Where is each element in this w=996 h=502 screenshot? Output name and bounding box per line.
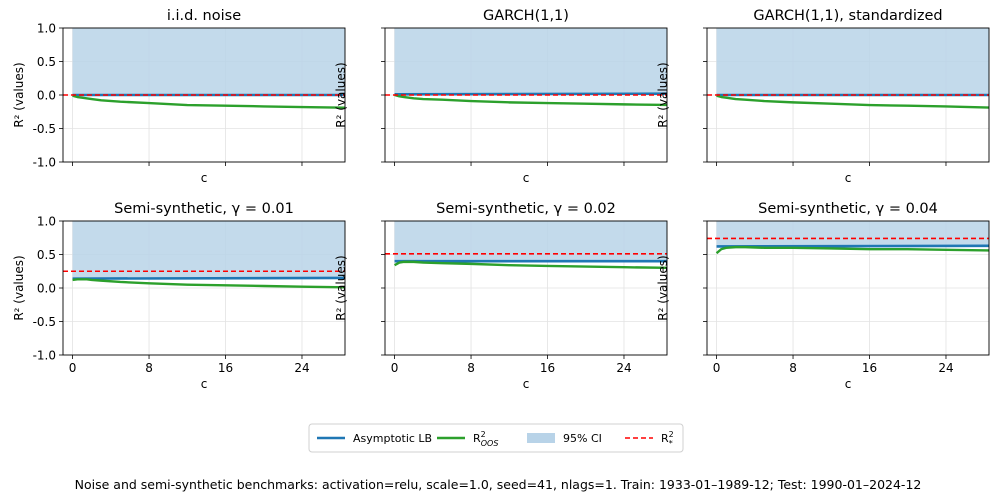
chart-panel-4: -1.0 -0.5 0.0 0.5 1.0 0 8 16 24 c R² (values) Semi-… bbox=[12, 201, 346, 391]
plot-area bbox=[707, 28, 989, 109]
legend: Asymptotic LB R2 OOS 95% CI R2 * bbox=[308, 423, 684, 453]
plot-area bbox=[385, 28, 667, 107]
chart-title: Semi-synthetic, γ = 0.02 bbox=[436, 201, 616, 217]
series-asymptotic-lb bbox=[394, 92, 667, 96]
y-tick-label: -0.5 bbox=[33, 122, 56, 136]
y-axis-label: R² (values) bbox=[12, 62, 26, 127]
x-axis-label: c bbox=[201, 171, 208, 185]
y-tick-label: 1.0 bbox=[37, 215, 56, 229]
plot-area bbox=[63, 221, 345, 289]
y-axis-label: R² (values) bbox=[656, 255, 670, 320]
x-tick-label: 16 bbox=[218, 361, 233, 375]
series-r2-oos bbox=[715, 245, 989, 255]
y-axis-label: R² (values) bbox=[334, 62, 348, 127]
plot-area bbox=[385, 221, 667, 270]
x-tick-label: 8 bbox=[145, 361, 153, 375]
ci-band bbox=[394, 221, 667, 262]
plot-area bbox=[707, 221, 989, 255]
legend-label: R2 OOS bbox=[473, 430, 498, 448]
chart-panel-3: c R² (values) GARCH(1,1), standardized bbox=[656, 8, 990, 185]
legend-item-ci: 95% CI bbox=[527, 432, 602, 445]
x-tick-label: 24 bbox=[938, 361, 953, 375]
ci-band bbox=[394, 28, 667, 95]
chart-panel-2: c R² (values) GARCH(1,1) bbox=[334, 8, 668, 185]
chart-panel-6: 0 8 16 24 c R² (values) Semi-synthetic, γ = 0.… bbox=[656, 201, 990, 391]
series-asymptotic-lb bbox=[716, 244, 989, 248]
x-tick-label: 0 bbox=[713, 361, 721, 375]
ci-band bbox=[72, 28, 345, 95]
y-tick-label: -0.5 bbox=[33, 315, 56, 329]
x-axis-label: c bbox=[523, 171, 530, 185]
series-r2-oos bbox=[716, 94, 989, 109]
x-tick-label: 8 bbox=[467, 361, 475, 375]
y-tick-label: 1.0 bbox=[37, 22, 56, 36]
series-r2-oos bbox=[72, 278, 345, 289]
legend-label: 95% CI bbox=[563, 432, 602, 445]
chart-title: GARCH(1,1) bbox=[483, 8, 569, 24]
y-tick-label: 0.0 bbox=[37, 89, 56, 103]
plot-area bbox=[63, 28, 345, 109]
chart-title: i.i.d. noise bbox=[167, 8, 241, 24]
chart-title: GARCH(1,1), standardized bbox=[753, 8, 942, 24]
x-axis-label: c bbox=[523, 377, 530, 391]
x-tick-label: 0 bbox=[391, 361, 399, 375]
ci-band bbox=[72, 221, 345, 279]
chart-title: Semi-synthetic, γ = 0.01 bbox=[114, 201, 294, 217]
legend-frame bbox=[308, 423, 684, 453]
series-asymptotic-lb bbox=[72, 276, 345, 280]
x-tick-label: 16 bbox=[862, 361, 877, 375]
legend-swatch-ci bbox=[527, 433, 555, 443]
x-tick-label: 16 bbox=[540, 361, 555, 375]
x-tick-label: 24 bbox=[294, 361, 309, 375]
series-r2-oos bbox=[393, 260, 667, 270]
ci-band bbox=[716, 28, 989, 95]
y-tick-label: 0.5 bbox=[37, 248, 56, 262]
series-r2-oos bbox=[394, 93, 667, 107]
y-axis-label: R² (values) bbox=[656, 62, 670, 127]
series-r2-oos bbox=[72, 94, 345, 109]
panels: -1.0 -0.5 0.0 0.5 1.0 c R² (values) i.i.d. nois… bbox=[12, 8, 990, 391]
legend-item-star: R2 * bbox=[625, 430, 674, 448]
y-tick-label: 0.5 bbox=[37, 55, 56, 69]
x-tick-label: 8 bbox=[789, 361, 797, 375]
y-tick-label: -1.0 bbox=[33, 156, 56, 170]
legend-label: R2 * bbox=[661, 430, 674, 448]
x-axis-label: c bbox=[845, 377, 852, 391]
x-axis-label: c bbox=[201, 377, 208, 391]
x-tick-label: 24 bbox=[616, 361, 631, 375]
y-tick-label: 0.0 bbox=[37, 282, 56, 296]
x-axis-label: c bbox=[845, 171, 852, 185]
x-tick-label: 0 bbox=[69, 361, 77, 375]
chart-panel-5: 0 8 16 24 c R² (values) Semi-synthetic, γ = 0.… bbox=[334, 201, 668, 391]
figure-caption: Noise and semi-synthetic benchmarks: act… bbox=[75, 477, 922, 492]
y-tick-label: -1.0 bbox=[33, 349, 56, 363]
y-axis-label: R² (values) bbox=[334, 255, 348, 320]
y-axis-label: R² (values) bbox=[12, 255, 26, 320]
chart-panel-1: -1.0 -0.5 0.0 0.5 1.0 c R² (values) i.i.d. nois… bbox=[12, 8, 346, 185]
legend-item-oos: R2 OOS bbox=[437, 430, 498, 448]
ci-band bbox=[716, 221, 989, 247]
chart-title: Semi-synthetic, γ = 0.04 bbox=[758, 201, 938, 217]
legend-label: Asymptotic LB bbox=[353, 432, 432, 445]
legend-item-lb: Asymptotic LB bbox=[317, 432, 432, 445]
